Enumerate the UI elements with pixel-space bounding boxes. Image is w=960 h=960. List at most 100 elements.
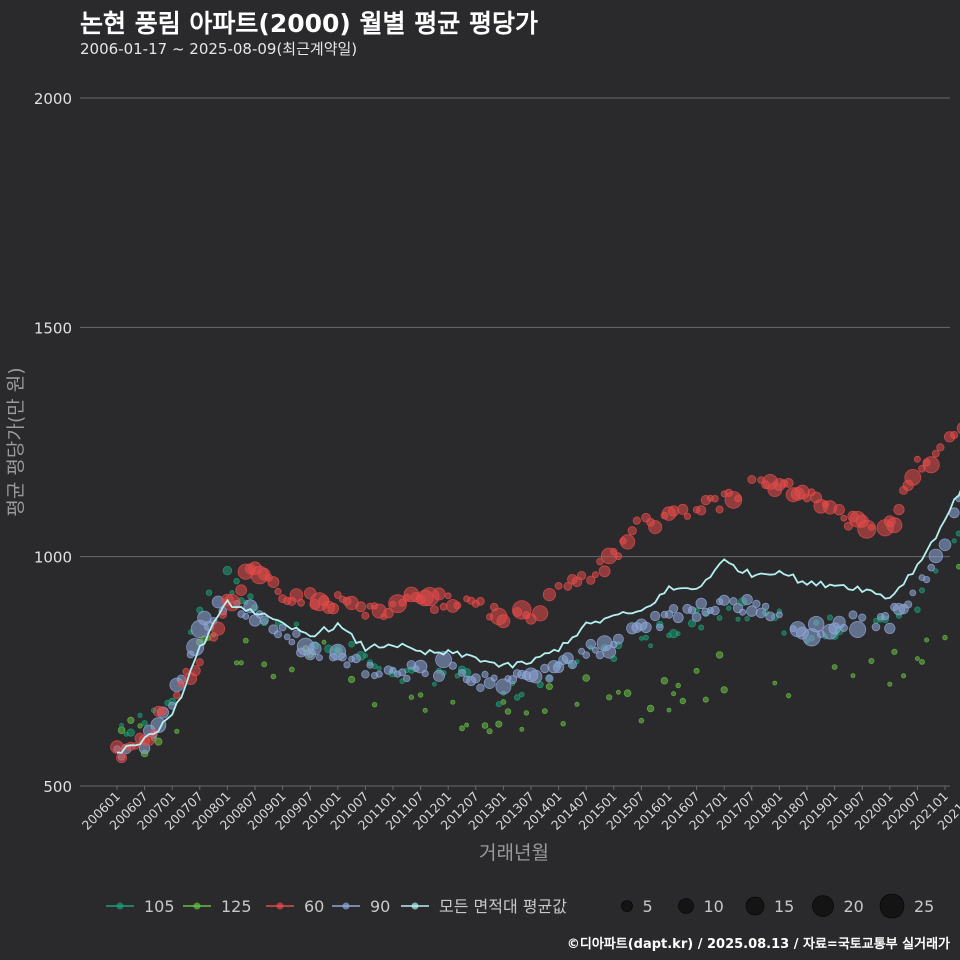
data-point-s90: [849, 621, 867, 639]
data-point-s60: [627, 526, 637, 536]
data-point-s90: [858, 613, 867, 622]
data-point-s125: [679, 697, 686, 705]
source-caption: ©디아파트(dapt.kr) / 2025.08.13 / 자료=국토교통부 실…: [566, 937, 950, 952]
data-point-s125: [408, 694, 415, 700]
data-point-s90: [470, 673, 481, 684]
data-point-s125: [238, 660, 244, 666]
data-point-s90: [476, 683, 485, 692]
data-point-s90: [288, 638, 296, 646]
data-point-s60: [158, 707, 167, 716]
data-point-s90: [490, 674, 498, 682]
data-point-s125: [417, 692, 424, 698]
data-point-s90: [242, 612, 250, 620]
data-point-s90: [691, 612, 702, 622]
data-point-s60: [274, 587, 282, 596]
legend-marker: [276, 902, 284, 910]
data-point-s60: [453, 601, 462, 610]
data-point-s90: [403, 674, 411, 683]
data-point-s105: [716, 615, 723, 621]
data-point-s105: [639, 636, 644, 641]
data-point-s105: [698, 624, 705, 631]
data-point-s90: [552, 661, 565, 674]
data-point-s125: [519, 726, 525, 732]
data-point-s125: [887, 681, 893, 687]
data-point-s60: [563, 581, 573, 591]
data-point-s90: [752, 599, 761, 609]
data-point-s125: [831, 664, 838, 670]
data-point-s105: [431, 681, 437, 687]
data-point-s90: [922, 575, 931, 584]
data-point-s125: [671, 691, 677, 697]
data-point-s60: [648, 520, 663, 535]
data-point-s60: [598, 565, 611, 578]
data-point-s90: [848, 610, 858, 620]
data-point-s90: [432, 669, 445, 682]
data-point-s105: [126, 728, 135, 737]
data-point-s60: [904, 468, 922, 486]
data-point-s105: [247, 593, 254, 600]
data-point-s125: [638, 717, 645, 724]
data-point-s105: [495, 701, 502, 708]
data-point-s60: [173, 691, 181, 700]
data-point-s90: [839, 623, 848, 633]
data-point-s125: [450, 699, 456, 705]
data-point-s90: [592, 646, 599, 654]
x-axis-label: 거래년월: [479, 842, 549, 864]
data-point-s60: [610, 548, 618, 556]
data-point-s90: [739, 608, 747, 616]
data-point-s125: [942, 634, 948, 641]
data-point-s90: [664, 610, 674, 619]
y-tick-label-2000: 2000: [34, 90, 72, 108]
data-point-s90: [909, 589, 917, 597]
data-point-s125: [137, 723, 143, 729]
legend-size-marker: [621, 900, 633, 912]
data-point-s125: [720, 686, 728, 694]
data-point-s90: [528, 669, 543, 684]
data-point-s105: [293, 621, 299, 627]
data-point-s60: [667, 505, 680, 517]
data-point-s90: [413, 659, 428, 674]
data-point-s90: [672, 612, 684, 624]
data-point-s90: [308, 641, 322, 656]
data-point-s125: [481, 722, 489, 729]
data-point-s125: [371, 702, 378, 708]
data-point-s90: [718, 594, 730, 606]
data-point-s60: [677, 503, 689, 515]
data-point-s60: [913, 455, 921, 463]
data-point-s90: [765, 611, 776, 622]
data-point-s90: [278, 623, 287, 632]
legend-size-label: 20: [844, 897, 864, 916]
data-point-s125: [675, 682, 681, 689]
data-point-s105: [362, 653, 368, 659]
data-point-s105: [222, 565, 233, 576]
data-point-s90: [337, 652, 347, 662]
data-point-s60: [444, 592, 452, 600]
data-point-s90: [927, 563, 935, 572]
data-point-s90: [458, 669, 466, 677]
data-point-s125: [582, 674, 590, 682]
data-point-s90: [315, 654, 323, 662]
data-point-s125: [715, 651, 724, 659]
legend-marker: [116, 902, 124, 910]
data-point-s90: [351, 653, 361, 664]
y-axis-ticks: 500 1000 1500 2000: [34, 90, 72, 796]
data-point-s125: [772, 680, 778, 686]
data-point-s90: [729, 597, 738, 606]
data-point-s125: [560, 721, 566, 727]
y-tick-label-1500: 1500: [34, 319, 72, 337]
data-point-s90: [687, 606, 697, 615]
data-point-s105: [229, 590, 235, 596]
data-point-s125: [646, 704, 655, 713]
data-point-s90: [938, 538, 952, 552]
legend-size-label: 25: [914, 897, 934, 916]
data-point-s90: [375, 670, 383, 678]
data-point-s125: [127, 716, 135, 724]
data-point-s60: [683, 512, 692, 520]
data-point-s60: [893, 503, 905, 516]
data-point-s60: [956, 422, 960, 434]
data-point-s125: [868, 658, 875, 665]
data-point-s105: [933, 568, 939, 574]
data-point-s60: [297, 598, 305, 607]
data-point-s105: [648, 643, 653, 649]
data-point-s90: [602, 644, 617, 659]
